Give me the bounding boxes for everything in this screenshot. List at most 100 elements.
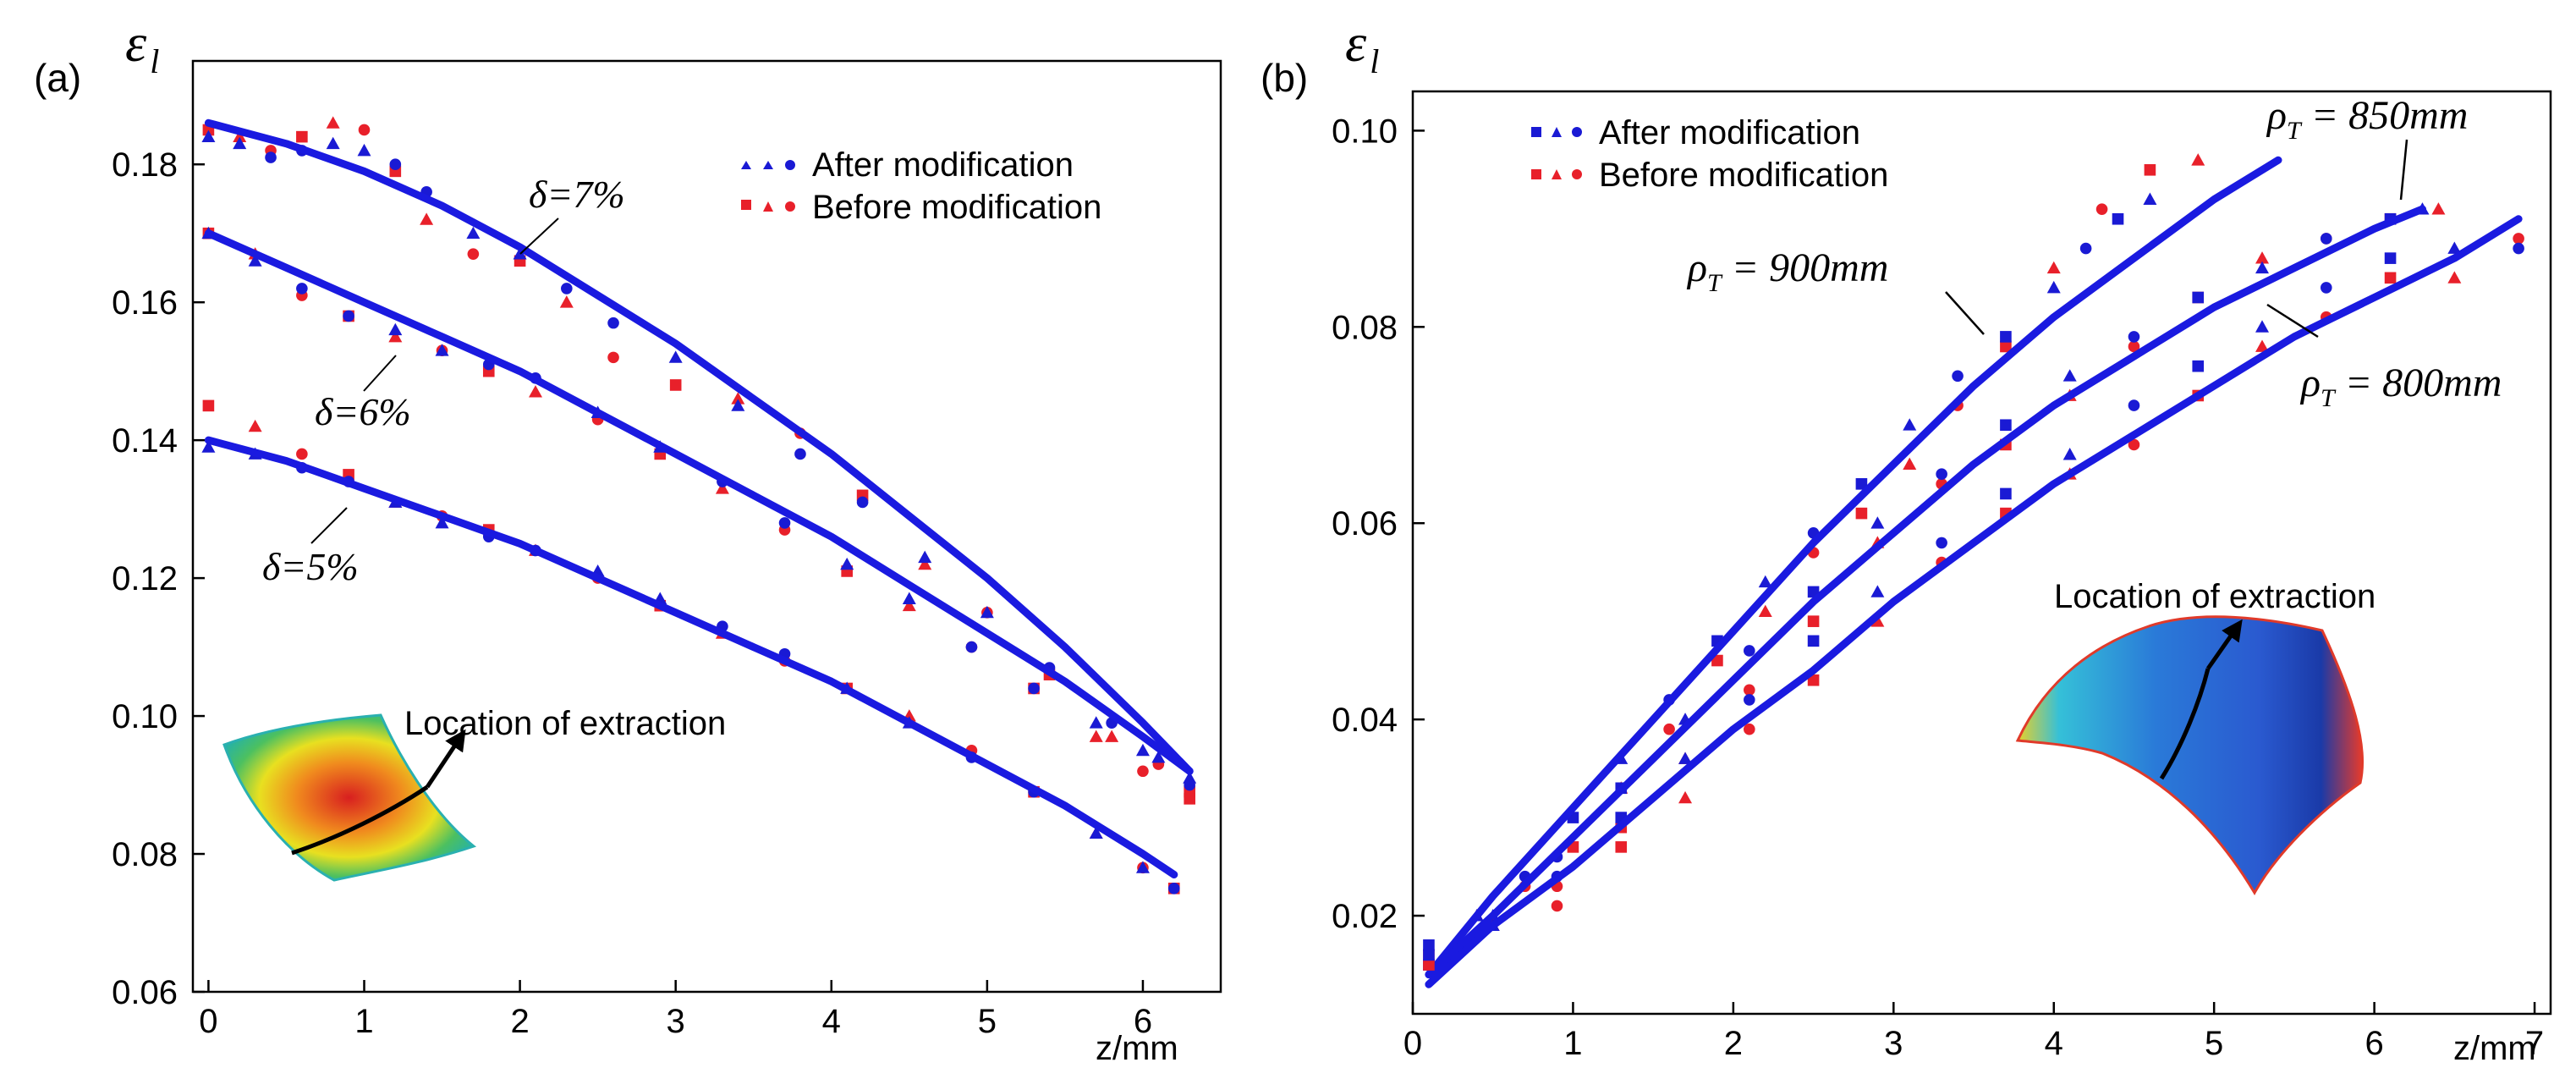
panel-b-annotation-leader-900 <box>1945 291 1985 335</box>
before-point <box>1744 723 1755 735</box>
panel-a-label: (a) <box>34 56 81 100</box>
after-point <box>2447 241 2462 254</box>
series-2 <box>201 399 1180 895</box>
before-point <box>902 598 916 612</box>
after-point <box>233 136 247 150</box>
before-point <box>1711 654 1723 667</box>
panel-a-inset-heatmap <box>222 713 477 882</box>
after-point <box>668 350 683 363</box>
after-point <box>1423 939 1435 951</box>
after-point <box>435 344 449 356</box>
after-point <box>2000 419 2012 432</box>
before-point <box>1615 841 1628 853</box>
before-point <box>1758 604 1772 617</box>
panel-b-label: (b) <box>1261 56 1308 100</box>
after-point <box>2112 212 2124 225</box>
before-point <box>1551 900 1563 912</box>
panel-a-inset-label: Location of extraction <box>404 705 726 742</box>
x-tick-label: 6 <box>1134 1003 1152 1040</box>
panel-a-legend-after-markers <box>741 160 795 170</box>
after-point <box>2255 320 2270 333</box>
before-point <box>1855 507 1868 520</box>
before-point <box>2191 153 2205 166</box>
y-tick-label: 0.08 <box>112 836 178 873</box>
after-point <box>1744 694 1755 706</box>
after-point <box>918 550 932 564</box>
after-point <box>731 399 745 411</box>
after-point <box>326 136 340 150</box>
before-point <box>358 124 371 136</box>
x-tick-label: 1 <box>354 1003 373 1040</box>
before-point <box>2513 233 2524 245</box>
before-point <box>529 385 542 398</box>
x-tick-label: 5 <box>2205 1025 2223 1062</box>
panel-a-inset-arrow <box>425 729 466 789</box>
before-point <box>2144 163 2156 176</box>
panel-b-annotation-rho-850: ρT = 850mm <box>2266 93 2468 145</box>
x-tick-label: 2 <box>510 1003 529 1040</box>
x-tick-label: 3 <box>667 1003 685 1040</box>
after-point <box>902 592 916 604</box>
before-point <box>1663 723 1675 735</box>
panel-b-data <box>1423 153 2524 988</box>
panel-b-inset-label: Location of extraction <box>2054 578 2376 615</box>
before-point <box>559 295 574 308</box>
after-point <box>1184 779 1195 791</box>
y-tick-label: 0.08 <box>1332 309 1398 346</box>
before-point <box>2384 272 2397 284</box>
x-tick-label: 2 <box>1724 1025 1743 1062</box>
panel-a-legend-before-markers <box>741 200 795 212</box>
before-point <box>1678 790 1693 804</box>
before-point <box>233 129 247 143</box>
x-tick-label: 0 <box>1403 1025 1422 1062</box>
y-tick-label: 0.04 <box>1332 702 1398 739</box>
x-tick-label: 4 <box>2045 1025 2063 1062</box>
after-point <box>1151 750 1166 763</box>
fit-line <box>1425 156 2282 979</box>
after-point <box>1903 418 1917 431</box>
after-point <box>2143 192 2157 205</box>
before-point <box>2000 340 2012 353</box>
after-point <box>265 151 277 163</box>
series-0 <box>1423 153 2282 979</box>
after-point <box>201 129 216 143</box>
after-point <box>466 226 481 239</box>
after-point <box>2192 291 2205 304</box>
panel-b-annotation-leader-850 <box>2399 139 2408 201</box>
panel-b-legend-after-label: After modification <box>1599 114 1860 151</box>
before-point <box>731 392 745 405</box>
panel-b-plot-frame <box>1411 90 2552 1016</box>
after-point <box>1678 751 1693 764</box>
after-point <box>1028 682 1040 695</box>
after-point <box>1855 478 1868 490</box>
after-point <box>1758 575 1772 588</box>
panel-a-annotation-leader-5 <box>310 507 348 544</box>
after-point <box>778 517 791 529</box>
fit-line <box>204 229 1194 775</box>
before-point <box>1870 614 1885 627</box>
x-tick-label: 4 <box>822 1003 841 1040</box>
after-point <box>343 310 354 322</box>
after-point <box>2320 282 2332 294</box>
panel-a-legend-before-label: Before modification <box>812 189 1101 226</box>
y-tick-label: 0.14 <box>112 422 178 460</box>
series-0 <box>201 116 1197 798</box>
after-point <box>389 158 402 171</box>
after-point <box>2062 448 2077 460</box>
after-point <box>201 440 216 453</box>
panel-a-inset-extraction-line <box>291 784 429 856</box>
panel-b-y-ticks: 0.02 0.04 0.06 0.08 0.10 <box>1332 113 1425 935</box>
panel-a-legend: After modification Before modification <box>741 146 1101 226</box>
fit-line <box>1425 205 2426 979</box>
after-point <box>2046 280 2061 294</box>
after-point <box>2384 252 2397 264</box>
panel-b-inset-extraction-line <box>2159 668 2211 780</box>
after-point <box>1135 861 1150 873</box>
after-point <box>388 322 403 336</box>
panel-b-inset-heatmap <box>2015 615 2364 895</box>
y-tick-label: 0.02 <box>1332 898 1398 935</box>
